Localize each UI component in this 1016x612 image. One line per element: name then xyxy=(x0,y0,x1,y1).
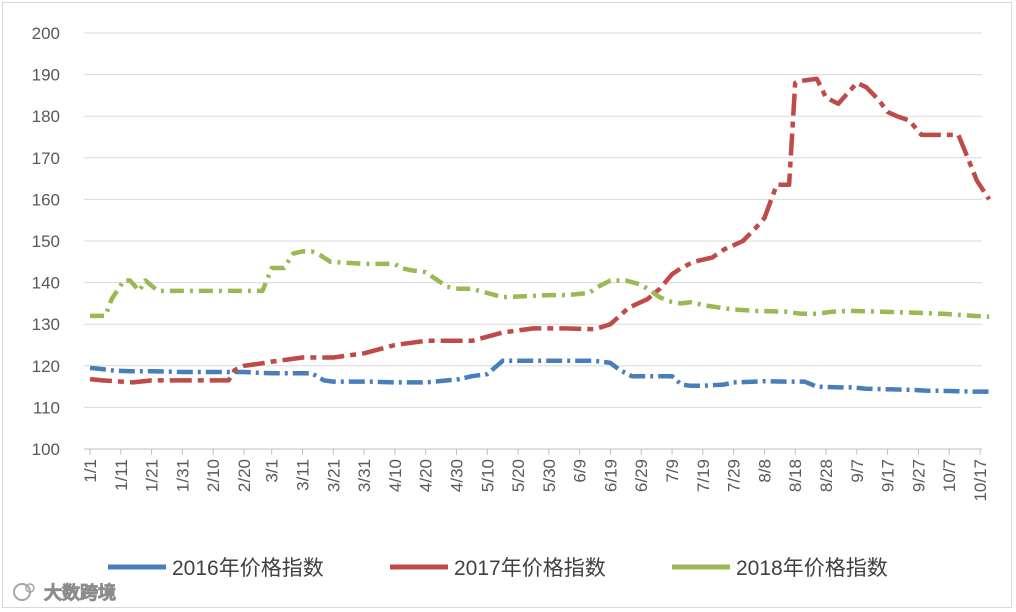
x-tick-label: 4/10 xyxy=(386,459,405,492)
x-tick-label: 5/20 xyxy=(509,459,528,492)
legend-entry: 2018年价格指数 xyxy=(736,557,888,580)
x-tick-label: 1/11 xyxy=(112,459,131,491)
x-tick-label: 10/17 xyxy=(971,459,990,502)
x-tick-label: 4/20 xyxy=(417,459,436,492)
x-tick-label: 8/8 xyxy=(755,459,774,483)
x-tick-label: 1/31 xyxy=(173,459,192,492)
x-tick-label: 8/28 xyxy=(817,459,836,492)
x-tick-label: 7/29 xyxy=(725,459,744,492)
x-tick-label: 1/1 xyxy=(81,459,100,483)
legend-entry: 2016年价格指数 xyxy=(172,557,324,580)
x-tick-label: 1/21 xyxy=(143,459,162,492)
watermark-logo-icon: 大数跨境 xyxy=(13,582,116,603)
y-tick-label: 140 xyxy=(32,274,60,293)
x-tick-label: 2/10 xyxy=(204,459,223,492)
x-tick-label: 8/18 xyxy=(786,459,805,492)
series-line xyxy=(89,76,992,385)
series-line xyxy=(89,358,990,394)
x-tick-label: 2/20 xyxy=(235,459,254,492)
y-tick-label: 200 xyxy=(32,24,60,43)
x-tick-label: 6/9 xyxy=(571,459,590,483)
x-tick-label: 6/19 xyxy=(601,459,620,492)
y-tick-label: 160 xyxy=(32,190,60,209)
y-tick-label: 180 xyxy=(32,107,60,126)
x-tick-label: 3/1 xyxy=(263,459,282,483)
x-tick-label: 9/27 xyxy=(909,459,928,492)
x-tick-label: 5/30 xyxy=(540,459,559,492)
y-tick-label: 120 xyxy=(32,357,60,376)
x-tick-label: 3/31 xyxy=(355,459,374,492)
y-tick-label: 110 xyxy=(33,398,60,417)
x-tick-label: 9/7 xyxy=(848,459,867,483)
x-tick-label: 7/19 xyxy=(694,459,713,492)
x-tick-label: 6/29 xyxy=(632,459,651,492)
x-tick-label: 4/30 xyxy=(447,459,466,492)
y-tick-label: 170 xyxy=(32,149,60,168)
x-tick-label: 9/17 xyxy=(879,459,898,492)
y-tick-label: 150 xyxy=(32,232,60,251)
y-tick-label: 100 xyxy=(32,440,60,459)
watermark-text: 大数跨境 xyxy=(44,582,116,603)
x-tick-label: 3/11 xyxy=(293,459,312,491)
x-tick-label: 7/9 xyxy=(663,459,682,483)
y-tick-label: 130 xyxy=(32,315,60,334)
series-line xyxy=(90,249,990,319)
x-tick-label: 10/7 xyxy=(940,459,959,492)
x-tick-label: 3/21 xyxy=(324,459,343,492)
x-tick-label: 5/10 xyxy=(478,459,497,492)
y-tick-label: 190 xyxy=(32,66,60,85)
legend-entry: 2017年价格指数 xyxy=(454,557,606,580)
